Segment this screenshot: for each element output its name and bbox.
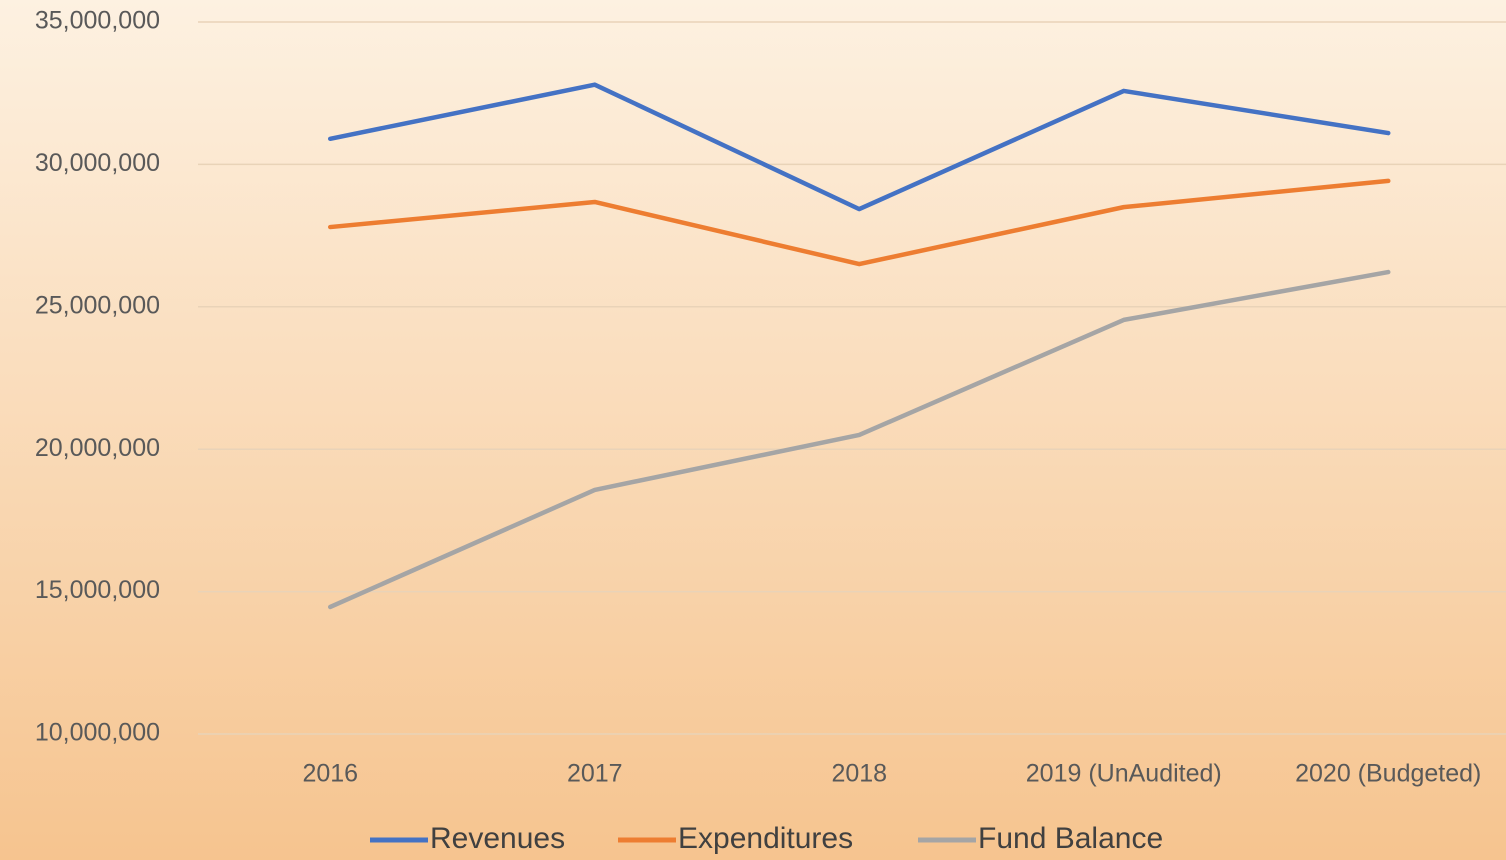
y-tick-label: 15,000,000 bbox=[35, 576, 160, 604]
x-tick-label: 2019 (UnAudited) bbox=[1026, 760, 1222, 788]
x-tick-label: 2017 bbox=[567, 760, 623, 788]
series-line bbox=[328, 269, 1391, 610]
legend-label: Revenues bbox=[430, 822, 565, 855]
x-tick-label: 2020 (Budgeted) bbox=[1295, 760, 1481, 788]
x-tick-label: 2018 bbox=[831, 760, 887, 788]
y-tick-label: 10,000,000 bbox=[35, 719, 160, 747]
y-tick-label: 30,000,000 bbox=[35, 149, 160, 177]
legend-label: Expenditures bbox=[678, 822, 853, 855]
series-line bbox=[328, 82, 1391, 212]
legend-label: Fund Balance bbox=[978, 822, 1163, 855]
series-line bbox=[328, 178, 1391, 267]
y-tick-label: 25,000,000 bbox=[35, 291, 160, 319]
x-tick-label: 2016 bbox=[302, 760, 358, 788]
y-tick-label: 35,000,000 bbox=[35, 7, 160, 35]
y-tick-label: 20,000,000 bbox=[35, 434, 160, 462]
